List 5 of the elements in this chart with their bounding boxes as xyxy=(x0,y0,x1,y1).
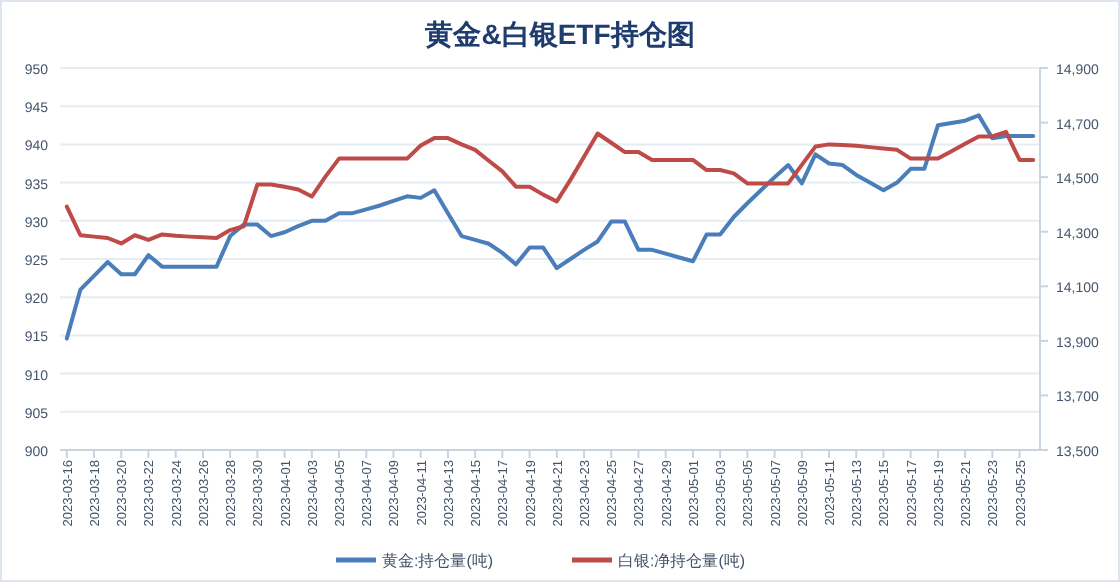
legend-label: 白银:净持仓量(吨) xyxy=(618,552,746,570)
line-series xyxy=(64,113,1036,341)
chart-title: 黄金&白银ETF持仓图 xyxy=(423,18,695,50)
legend-label: 黄金:持仓量(吨) xyxy=(382,552,494,570)
line-series xyxy=(64,129,1036,246)
